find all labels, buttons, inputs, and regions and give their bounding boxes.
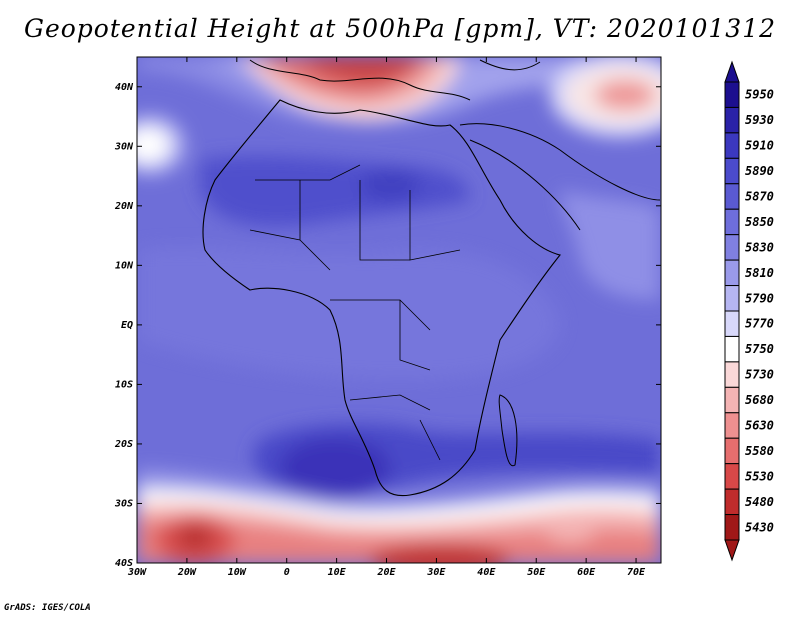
colorbar-swatch [724, 488, 740, 516]
lon-tick-label: 20W [177, 567, 197, 578]
colorbar-swatch [724, 361, 740, 388]
lat-tick-label: EQ [121, 320, 133, 331]
coastline [202, 99, 561, 497]
colorbar-swatch [724, 106, 740, 134]
colorbar-label: 5910 [745, 139, 774, 153]
colorbar-swatch [724, 463, 740, 490]
lat-tick-label: 10S [115, 379, 133, 390]
lon-tick-label: 40E [477, 567, 496, 578]
colorbar-swatch [724, 208, 740, 236]
colorbar-label: 5870 [745, 190, 774, 204]
colorbar-label: 5750 [745, 342, 774, 356]
lat-tick-label: 40S [115, 558, 133, 569]
colorbar-label: 5850 [745, 215, 774, 229]
lon-tick-label: 10W [228, 567, 247, 578]
colorbar-label: 5810 [745, 266, 774, 280]
lon-tick-label: 10E [328, 567, 347, 578]
colorbar-swatch [724, 259, 740, 287]
colorbar-label: 5530 [745, 469, 774, 483]
colorbar-swatch [724, 81, 740, 108]
colorbar-label: 5430 [745, 520, 774, 534]
colorbar-swatch [724, 132, 740, 159]
colorbar-swatch [724, 514, 740, 541]
lon-tick-label: 30W [127, 567, 147, 578]
colorbar-label: 5930 [745, 113, 774, 127]
colorbar-swatch [724, 412, 740, 439]
colorbar-swatch [724, 157, 740, 185]
lon-tick-label: 50E [527, 567, 546, 578]
lon-tick-label: 0 [284, 567, 290, 578]
lat-tick-label: 30S [114, 498, 133, 509]
lon-tick-label: 70E [627, 567, 646, 578]
height-field [137, 57, 661, 563]
colorbar-label: 5630 [745, 419, 774, 433]
lon-tick-label: 20E [376, 567, 396, 578]
colorbar: 5950 5930 5910 5890 5870 5850 5830 5810 5790 5770… [724, 60, 774, 562]
map-frame [136, 56, 662, 564]
lat-tick-label: 20S [114, 439, 133, 450]
colorbar-label: 5770 [745, 317, 774, 331]
colorbar-swatch [724, 386, 740, 414]
colorbar-label: 5680 [745, 393, 774, 407]
colorbar-bottom-arrow [724, 539, 740, 562]
colorbar-swatch [724, 310, 740, 337]
colorbar-swatch [724, 183, 740, 210]
colorbar-label: 5950 [745, 88, 774, 102]
grads-credit: GrADS: IGES/COLA [4, 603, 91, 613]
lat-tick-label: 10N [115, 260, 134, 271]
madagascar-outline [498, 394, 518, 467]
colorbar-label: 5580 [745, 444, 774, 458]
colorbar-swatch [724, 285, 740, 312]
lat-tick-label: 30N [114, 141, 134, 152]
colorbar-top-arrow [724, 60, 740, 83]
colorbar-swatch [724, 234, 740, 261]
map-title: Geopotential Height at 500hPa [gpm], VT:… [23, 14, 777, 43]
longitude-ticks: 30W 20W 10W 0 10E 20E 30E 40E 50E 60E 70E [127, 57, 646, 578]
lon-tick-label: 60E [577, 567, 596, 578]
colorbar-label: 5830 [745, 240, 774, 254]
colorbar-swatch [724, 335, 740, 363]
lat-tick-label: 40N [115, 82, 134, 93]
latitude-ticks: 40S 30S 20S 10S EQ 10N 20N 30N 40N [114, 82, 661, 569]
lon-tick-label: 30E [426, 567, 446, 578]
colorbar-label: 5790 [745, 291, 774, 305]
lat-tick-label: 20N [114, 201, 134, 212]
colorbar-label: 5890 [745, 164, 774, 178]
colorbar-label: 5730 [745, 368, 774, 382]
colorbar-label: 5480 [745, 495, 774, 509]
colorbar-swatch [724, 437, 740, 465]
